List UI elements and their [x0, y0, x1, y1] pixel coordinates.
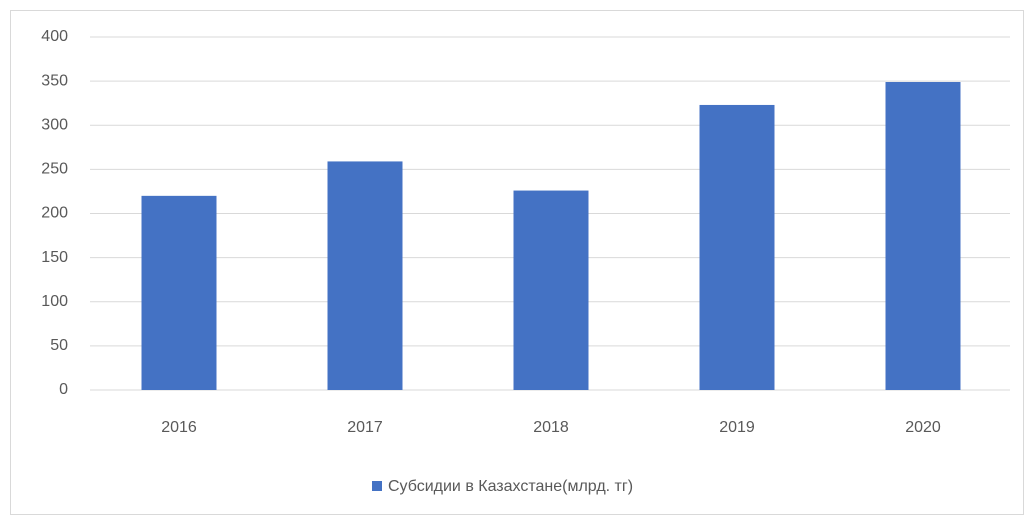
bar	[699, 104, 775, 390]
y-tick-label: 50	[50, 337, 68, 354]
y-tick-label: 250	[41, 161, 68, 178]
y-tick-label: 150	[41, 249, 68, 266]
y-tick-label: 100	[41, 293, 68, 310]
y-tick-label: 200	[41, 205, 68, 222]
y-tick-label: 300	[41, 116, 68, 133]
x-tick-label: 2016	[161, 419, 197, 436]
y-tick-label: 400	[41, 28, 68, 45]
y-tick-label: 0	[59, 381, 68, 398]
x-tick-label: 2017	[347, 419, 383, 436]
legend-swatch	[372, 481, 382, 491]
y-tick-label: 350	[41, 72, 68, 89]
x-tick-label: 2018	[533, 419, 569, 436]
legend-label: Субсидии в Казахстане(млрд. тг)	[388, 478, 633, 495]
x-tick-label: 2020	[905, 419, 941, 436]
bar	[513, 190, 589, 390]
bar	[885, 82, 961, 390]
bar	[327, 161, 403, 390]
x-tick-label: 2019	[719, 419, 755, 436]
bar	[141, 195, 217, 390]
